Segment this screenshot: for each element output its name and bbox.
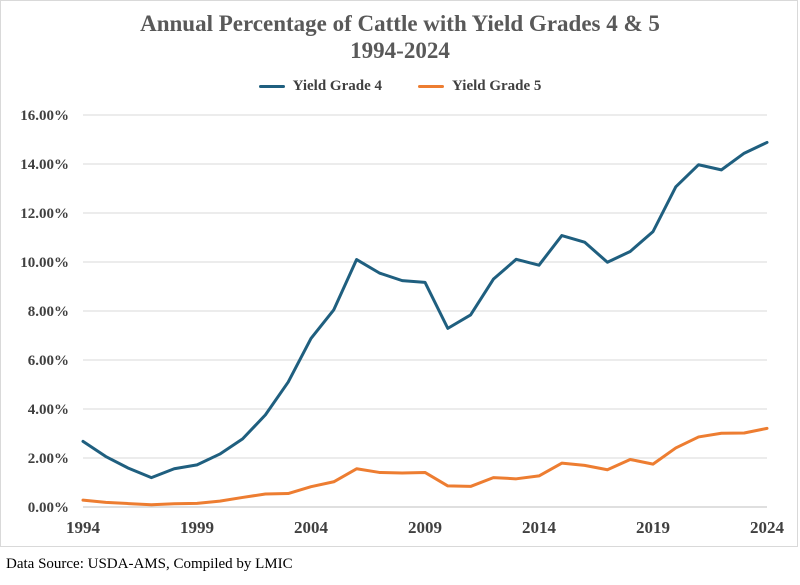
y-tick-label: 4.00% [28,402,69,418]
series-line-yield-grade-4 [81,140,769,480]
chart-title: Annual Percentage of Cattle with Yield G… [140,11,660,36]
legend-label-yield-grade-5: Yield Grade 5 [452,78,542,94]
y-tick-label: 6.00% [28,353,69,369]
x-axis: 1994 1999 2004 2009 2014 2019 2024 [66,518,785,537]
series-line-yield-grade-5 [81,426,769,507]
legend-swatch-yield-grade-4 [258,85,285,88]
legend-item-yield-grade-5: Yield Grade 5 [418,78,541,95]
y-tick-label: 10.00% [20,255,69,271]
series-lines [81,140,769,507]
y-tick-label: 0.00% [28,500,69,516]
x-tick-label: 2009 [408,518,442,537]
y-tick-label: 16.00% [20,108,69,124]
plot-area: 0.00% 2.00% 4.00% 6.00% 8.00% 10.00% 12.00% 14.… [20,108,785,537]
x-tick-label: 2014 [522,518,557,537]
y-tick-label: 14.00% [20,157,69,173]
legend-item-yield-grade-4: Yield Grade 4 [258,78,382,95]
x-tick-label: 2004 [294,518,329,537]
y-tick-label: 8.00% [28,304,69,320]
y-axis: 0.00% 2.00% 4.00% 6.00% 8.00% 10.00% 12.00% 14.… [20,108,69,516]
data-source-note: Data Source: USDA-AMS, Compiled by LMIC [6,556,293,572]
x-tick-label: 1994 [66,518,101,537]
y-tick-label: 12.00% [20,206,69,222]
y-tick-label: 2.00% [28,451,69,467]
x-tick-label: 2024 [750,518,785,537]
x-tick-label: 2019 [636,518,670,537]
chart-subtitle: 1994-2024 [350,38,450,63]
gridlines [83,114,767,508]
legend-label-yield-grade-4: Yield Grade 4 [292,78,382,94]
legend-swatch-yield-grade-5 [418,85,444,88]
x-tick-label: 1999 [180,518,214,537]
chart-legend: Yield Grade 4 Yield Grade 5 [0,78,800,95]
